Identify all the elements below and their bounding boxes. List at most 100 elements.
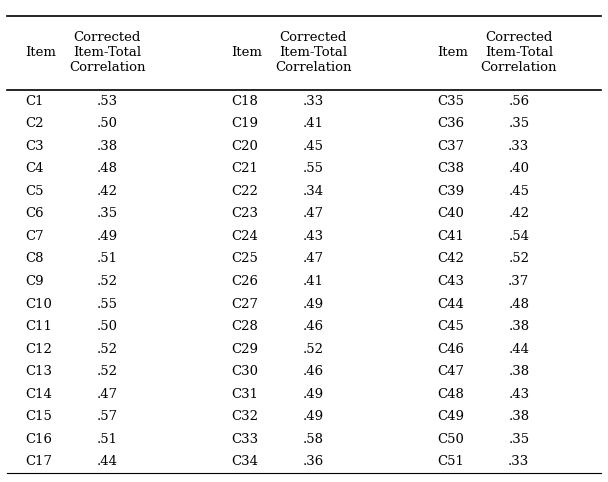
Text: C49: C49 xyxy=(437,410,464,423)
Text: .42: .42 xyxy=(508,207,530,220)
Text: .49: .49 xyxy=(97,230,118,243)
Text: C11: C11 xyxy=(26,320,52,333)
Text: C46: C46 xyxy=(437,343,464,356)
Text: .51: .51 xyxy=(97,253,118,266)
Text: C32: C32 xyxy=(232,410,258,423)
Text: C25: C25 xyxy=(232,253,258,266)
Text: .38: .38 xyxy=(508,320,530,333)
Text: C16: C16 xyxy=(26,433,53,446)
Text: C42: C42 xyxy=(437,253,464,266)
Text: C3: C3 xyxy=(26,140,44,153)
Text: C18: C18 xyxy=(232,95,258,108)
Text: C4: C4 xyxy=(26,162,44,175)
Text: Item: Item xyxy=(437,46,468,59)
Text: C24: C24 xyxy=(232,230,258,243)
Text: C10: C10 xyxy=(26,297,52,310)
Text: C48: C48 xyxy=(437,388,464,401)
Text: C28: C28 xyxy=(232,320,258,333)
Text: C1: C1 xyxy=(26,95,44,108)
Text: .45: .45 xyxy=(508,185,530,198)
Text: .53: .53 xyxy=(97,95,118,108)
Text: C20: C20 xyxy=(232,140,258,153)
Text: .46: .46 xyxy=(303,320,323,333)
Text: C27: C27 xyxy=(232,297,258,310)
Text: .49: .49 xyxy=(303,388,323,401)
Text: .35: .35 xyxy=(508,117,530,130)
Text: C51: C51 xyxy=(437,455,464,468)
Text: .41: .41 xyxy=(303,117,323,130)
Text: C29: C29 xyxy=(232,343,258,356)
Text: C15: C15 xyxy=(26,410,52,423)
Text: C19: C19 xyxy=(232,117,258,130)
Text: .47: .47 xyxy=(303,207,323,220)
Text: C21: C21 xyxy=(232,162,258,175)
Text: .44: .44 xyxy=(508,343,530,356)
Text: C9: C9 xyxy=(26,275,44,288)
Text: .35: .35 xyxy=(508,433,530,446)
Text: .51: .51 xyxy=(97,433,118,446)
Text: .56: .56 xyxy=(508,95,530,108)
Text: .36: .36 xyxy=(302,455,323,468)
Text: .33: .33 xyxy=(508,140,530,153)
Text: .38: .38 xyxy=(97,140,118,153)
Text: .50: .50 xyxy=(97,320,118,333)
Text: .38: .38 xyxy=(508,365,530,378)
Text: .43: .43 xyxy=(508,388,530,401)
Text: .44: .44 xyxy=(97,455,118,468)
Text: C47: C47 xyxy=(437,365,464,378)
Text: .47: .47 xyxy=(97,388,118,401)
Text: C22: C22 xyxy=(232,185,258,198)
Text: .33: .33 xyxy=(508,455,530,468)
Text: C38: C38 xyxy=(437,162,464,175)
Text: .52: .52 xyxy=(97,343,118,356)
Text: C50: C50 xyxy=(437,433,464,446)
Text: .49: .49 xyxy=(303,410,323,423)
Text: C35: C35 xyxy=(437,95,464,108)
Text: Corrected
Item-Total
Correlation: Corrected Item-Total Correlation xyxy=(69,31,145,74)
Text: C43: C43 xyxy=(437,275,464,288)
Text: .37: .37 xyxy=(508,275,530,288)
Text: .35: .35 xyxy=(97,207,118,220)
Text: C6: C6 xyxy=(26,207,44,220)
Text: C39: C39 xyxy=(437,185,465,198)
Text: C8: C8 xyxy=(26,253,44,266)
Text: C36: C36 xyxy=(437,117,465,130)
Text: C13: C13 xyxy=(26,365,53,378)
Text: .45: .45 xyxy=(303,140,323,153)
Text: C33: C33 xyxy=(232,433,258,446)
Text: .47: .47 xyxy=(303,253,323,266)
Text: .43: .43 xyxy=(303,230,323,243)
Text: .52: .52 xyxy=(97,275,118,288)
Text: Item: Item xyxy=(26,46,57,59)
Text: .54: .54 xyxy=(508,230,530,243)
Text: C5: C5 xyxy=(26,185,44,198)
Text: C7: C7 xyxy=(26,230,44,243)
Text: Corrected
Item-Total
Correlation: Corrected Item-Total Correlation xyxy=(275,31,351,74)
Text: C45: C45 xyxy=(437,320,464,333)
Text: C31: C31 xyxy=(232,388,258,401)
Text: .52: .52 xyxy=(508,253,530,266)
Text: .49: .49 xyxy=(303,297,323,310)
Text: C14: C14 xyxy=(26,388,52,401)
Text: .33: .33 xyxy=(302,95,323,108)
Text: .42: .42 xyxy=(97,185,118,198)
Text: .55: .55 xyxy=(97,297,118,310)
Text: .52: .52 xyxy=(97,365,118,378)
Text: C34: C34 xyxy=(232,455,258,468)
Text: .41: .41 xyxy=(303,275,323,288)
Text: C30: C30 xyxy=(232,365,258,378)
Text: C12: C12 xyxy=(26,343,52,356)
Text: .48: .48 xyxy=(508,297,530,310)
Text: .46: .46 xyxy=(303,365,323,378)
Text: C2: C2 xyxy=(26,117,44,130)
Text: C23: C23 xyxy=(232,207,258,220)
Text: C17: C17 xyxy=(26,455,53,468)
Text: C44: C44 xyxy=(437,297,464,310)
Text: C41: C41 xyxy=(437,230,464,243)
Text: .50: .50 xyxy=(97,117,118,130)
Text: .58: .58 xyxy=(303,433,323,446)
Text: Item: Item xyxy=(232,46,262,59)
Text: C40: C40 xyxy=(437,207,464,220)
Text: .38: .38 xyxy=(508,410,530,423)
Text: C26: C26 xyxy=(232,275,258,288)
